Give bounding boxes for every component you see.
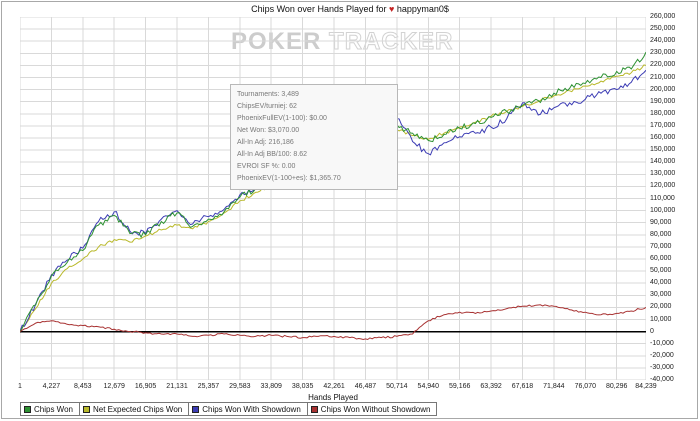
stats-line: ChipsEV/turniej: 62 [237,103,297,110]
series-line-chips-won-without-showdown [20,304,646,341]
y-tick-label: 150,000 [650,146,676,154]
y-tick-label: 100,000 [650,206,676,214]
x-tick-label: 38,035 [291,383,314,390]
x-tick-label: 29,583 [229,383,251,390]
y-tick-label: 170,000 [650,121,676,129]
y-tick-label: 30,000 [650,291,672,299]
y-tick-label: 120,000 [650,182,676,190]
y-tick-label: 40,000 [650,279,672,287]
stats-line: EVROI SF %: 0.00 [237,163,296,170]
y-tick-label: 190,000 [650,97,676,105]
x-tick-label: 8,453 [74,383,92,390]
chart-title: Chips Won over Hands Played for ♥ happym… [0,4,700,14]
legend-label: Net Expected Chips Won [92,404,183,414]
y-tick-label: -10,000 [650,339,674,347]
y-tick-label: 50,000 [650,267,672,275]
stats-line: All-In Adj: 216,186 [237,139,294,146]
y-tick-label: 10,000 [650,315,672,323]
stats-line: Tournaments: 3,489 [237,91,299,98]
x-tick-label: 16,905 [134,383,157,390]
x-tick-label: 76,070 [574,383,596,390]
y-tick-label: -20,000 [650,351,674,359]
y-tick-label: 250,000 [650,25,676,33]
chart-title-text: Chips Won over Hands Played for [251,4,387,14]
y-tick-label: 20,000 [650,303,672,311]
stats-line: PhoenixFullEV(1-100): $0.00 [237,115,327,122]
legend-swatch-chips-won-with-showdown [192,405,200,413]
y-tick-label: 70,000 [650,242,672,250]
x-tick-label: 54,940 [417,383,439,390]
y-tick-label: 230,000 [650,49,676,57]
y-tick-label: 260,000 [650,13,676,20]
legend: Chips Won Net Expected Chips Won Chips Won… [20,402,438,416]
plot-area[interactable] [20,17,646,380]
legend-swatch-net-expected-chips-won [82,405,90,413]
y-tick-label: 210,000 [650,73,676,81]
legend-item-chips-won[interactable]: Chips Won [20,402,80,416]
x-axis-title: Hands Played [308,393,358,402]
y-tick-label: -30,000 [650,363,674,371]
x-tick-label: 4,227 [42,383,61,390]
legend-label: Chips Won [34,404,73,414]
legend-item-chips-won-with-showdown[interactable]: Chips Won With Showdown [188,402,308,416]
y-tick-label: 220,000 [650,61,676,69]
y-tick-label: 90,000 [650,218,672,226]
x-tick-label: 80,296 [605,383,628,390]
x-tick-label: 25,357 [197,383,220,390]
stats-box: Tournaments: 3,489 ChipsEV/turniej: 62 Pho… [230,84,398,190]
heart-suit-icon: ♥ [389,4,395,14]
y-tick-label: 160,000 [650,134,676,141]
legend-item-net-expected-chips-won[interactable]: Net Expected Chips Won [78,402,190,416]
legend-label: Chips Won With Showdown [202,404,301,414]
x-tick-label: 46,487 [354,383,377,390]
x-tick-label: 71,844 [543,383,565,390]
y-tick-label: 240,000 [650,37,676,45]
x-tick-label: 50,714 [386,383,408,390]
y-tick-label: 60,000 [650,255,672,262]
chart-canvas[interactable] [20,17,646,380]
y-tick-label: 0 [650,327,654,335]
legend-swatch-chips-won [24,405,31,413]
y-tick-label: 110,000 [650,194,675,202]
x-tick-label: 1 [18,383,22,390]
x-tick-label: 84,239 [635,383,657,390]
y-tick-label: 200,000 [650,85,676,93]
y-tick-label: 180,000 [650,109,676,117]
y-tick-label: -40,000 [650,376,674,383]
x-tick-label: 67,618 [511,383,534,390]
stats-line: PhoenixEV(1-100+es): $1,365.70 [237,175,341,182]
y-tick-label: 140,000 [650,158,676,166]
player-name: happyman0$ [396,4,449,14]
y-tick-label: 80,000 [650,230,672,238]
x-tick-label: 12,679 [103,383,125,390]
y-tick-label: 130,000 [650,170,676,178]
stats-line: All-In Adj BB/100: 8.62 [237,151,308,158]
legend-swatch-chips-won-without-showdown [310,405,318,413]
x-tick-label: 42,261 [323,383,345,390]
x-tick-label: 59,166 [448,383,471,390]
legend-item-chips-won-without-showdown[interactable]: Chips Won Without Showdown [306,402,438,416]
stats-line: Net Won: $3,070.00 [237,127,300,134]
pokertracker-watermark: POKER TRACKER [231,28,453,56]
x-tick-label: 33,809 [260,383,282,390]
x-tick-label: 21,131 [166,383,188,390]
x-tick-label: 63,392 [480,383,502,390]
legend-label: Chips Won Without Showdown [320,404,431,414]
